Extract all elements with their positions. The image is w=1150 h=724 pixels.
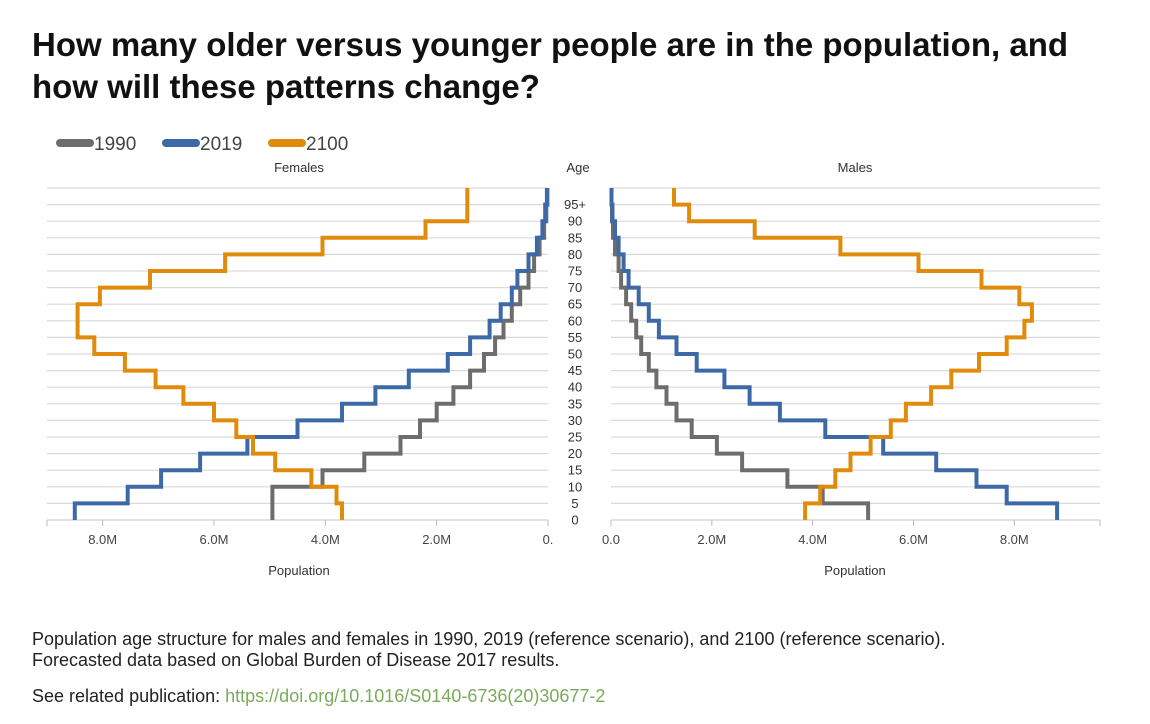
age-tick-label: 15 (568, 463, 582, 478)
x-tick-label: 0. (543, 532, 554, 547)
age-tick-label: 35 (568, 396, 582, 411)
page-title: How many older versus younger people are… (32, 26, 1069, 105)
panel-title-females: Females (274, 160, 324, 175)
series-2100-females (75, 188, 470, 520)
age-tick-label: 80 (568, 247, 582, 262)
legend-label-1990: 1990 (94, 134, 136, 155)
age-tick-label: 70 (568, 280, 582, 295)
x-tick-label: 4.0M (798, 532, 827, 547)
age-tick-label: 5 (571, 496, 578, 511)
panel-title-males: Males (838, 160, 873, 175)
age-tick-label: 20 (568, 446, 582, 461)
x-tick-label: 6.0M (200, 532, 229, 547)
age-tick-label: 85 (568, 230, 582, 245)
related-publication: See related publication: https://doi.org… (32, 686, 605, 707)
age-tick-label: 50 (568, 347, 582, 362)
age-tick-label: 65 (568, 297, 582, 312)
age-tick-label: 90 (568, 214, 582, 229)
x-axis-label: Population (268, 563, 329, 578)
publication-link[interactable]: https://doi.org/10.1016/S0140-6736(20)30… (225, 686, 606, 706)
x-tick-label: 8.0M (88, 532, 117, 547)
age-tick-label: 95+ (564, 197, 586, 212)
age-axis-title: Age (566, 160, 589, 175)
series-1990-females (270, 188, 550, 520)
series-2019-males (609, 188, 1060, 520)
chart-legend: 1990 2019 2100 (56, 134, 348, 155)
caption-line-2: Forecasted data based on Global Burden o… (32, 650, 560, 670)
x-tick-label: 4.0M (311, 532, 340, 547)
age-tick-label: 55 (568, 330, 582, 345)
age-tick-label: 10 (568, 479, 582, 494)
legend-label-2100: 2100 (306, 134, 348, 155)
age-tick-label: 75 (568, 264, 582, 279)
chart-caption: Population age structure for males and f… (32, 629, 1132, 671)
population-pyramid-chart: 1990 2019 2100 Females 8.0M 6.0M 4.0M 2.0M 0. Po… (46, 134, 1101, 578)
females-panel: Females 8.0M 6.0M 4.0M 2.0M 0. Population (46, 160, 554, 578)
x-tick-label: 0.0 (602, 532, 620, 547)
x-axis-label: Population (824, 563, 885, 578)
age-tick-label: 30 (568, 413, 582, 428)
x-tick-label: 8.0M (1000, 532, 1029, 547)
x-tick-label: 6.0M (899, 532, 928, 547)
age-tick-label: 60 (568, 313, 582, 328)
males-panel: Males 0.0 2.0M 4.0M 6.0M 8.0M Population (602, 160, 1101, 578)
legend-label-2019: 2019 (200, 134, 242, 155)
x-tick-label: 2.0M (422, 532, 451, 547)
series-1990-males (609, 188, 871, 520)
series-2019-females (72, 188, 549, 520)
age-tick-label: 40 (568, 380, 582, 395)
age-tick-label: 45 (568, 363, 582, 378)
age-tick-label: 25 (568, 430, 582, 445)
caption-line-1: Population age structure for males and f… (32, 629, 946, 649)
x-tick-label: 2.0M (697, 532, 726, 547)
related-label: See related publication: (32, 686, 221, 706)
age-tick-label: 0 (571, 513, 578, 528)
series-2100-males (672, 188, 1034, 520)
